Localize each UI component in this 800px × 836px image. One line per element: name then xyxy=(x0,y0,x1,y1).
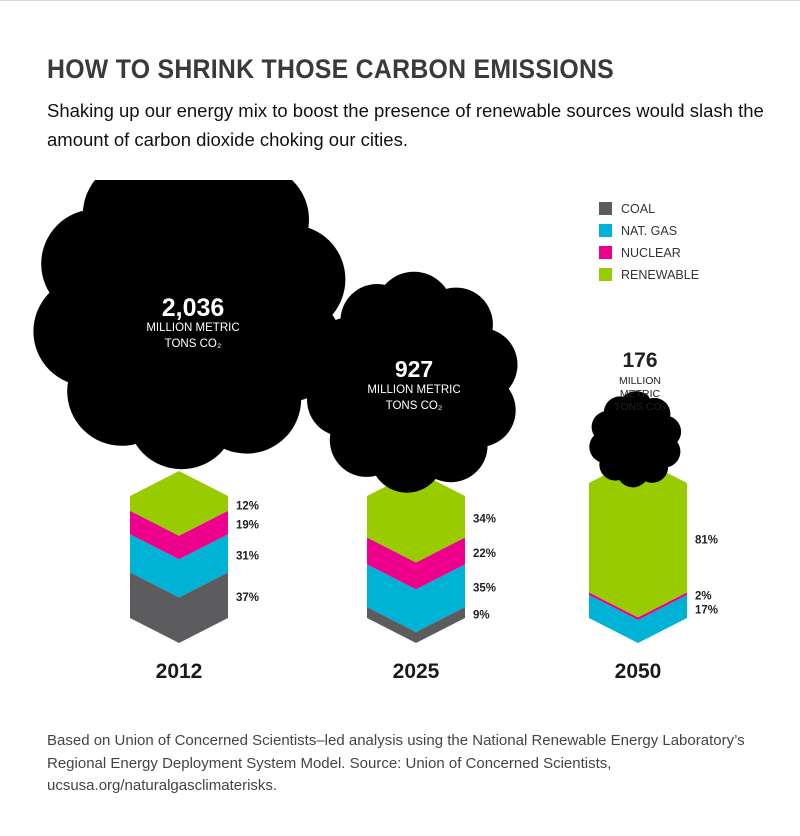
cloud-lobe xyxy=(349,319,479,449)
page-title: HOW TO SHRINK THOSE CARBON EMISSIONS xyxy=(47,54,615,84)
emission-unit: MILLION METRIC xyxy=(146,322,239,334)
emission-unit: MILLION METRIC xyxy=(367,384,460,396)
legend-label: NAT. GAS xyxy=(621,224,677,238)
segment-nuclear-2012 xyxy=(130,510,228,560)
legend-swatch xyxy=(599,246,612,259)
legend: COAL NAT. GAS NUCLEAR RENEWABLE xyxy=(599,202,699,282)
data-label: 12% xyxy=(236,500,259,512)
data-label: 35% xyxy=(473,583,496,595)
column-2050: 17% 2% 81% 2050 xyxy=(589,458,718,683)
data-label: 81% xyxy=(695,535,718,547)
data-label: 31% xyxy=(236,550,259,562)
emission-label-2025: 927 MILLION METRIC TONS CO₂ xyxy=(367,356,460,412)
segment-nat-gas-2012 xyxy=(130,534,228,598)
data-label: 22% xyxy=(473,548,496,560)
category-label: 2012 xyxy=(156,660,203,683)
category-label: 2025 xyxy=(393,660,440,683)
emission-unit: TONS CO₂ xyxy=(614,401,666,413)
cloud-lobe xyxy=(95,211,289,405)
top-divider xyxy=(0,0,800,1)
segment-renewable-2050 xyxy=(589,458,687,618)
data-label: 17% xyxy=(695,605,718,617)
legend-label: COAL xyxy=(621,202,655,216)
legend-swatch xyxy=(599,224,612,237)
legend-label: RENEWABLE xyxy=(621,268,699,282)
data-label: 9% xyxy=(473,610,490,622)
emission-value: 927 xyxy=(395,356,433,382)
emission-unit: METRIC xyxy=(620,388,661,400)
data-label: 37% xyxy=(236,592,259,604)
emission-unit: TONS CO₂ xyxy=(386,400,443,412)
segment-nuclear-2025 xyxy=(367,537,465,590)
source-note: Based on Union of Concerned Scientists–l… xyxy=(47,732,745,794)
category-label: 2050 xyxy=(615,660,662,683)
column-2025: 9% 35% 22% 34% 2025 xyxy=(367,471,496,683)
segment-coal-2025 xyxy=(367,607,465,643)
emission-cloud-2050 xyxy=(589,391,682,488)
segment-renewable-2012 xyxy=(130,471,228,536)
segment-nat-gas-2025 xyxy=(367,564,465,633)
emission-unit: MILLION xyxy=(619,375,661,387)
data-label: 19% xyxy=(236,520,259,532)
emission-value: 176 xyxy=(622,349,657,372)
legend-swatch xyxy=(599,202,612,215)
legend-swatch xyxy=(599,268,612,281)
emission-cloud-2012 xyxy=(33,180,346,470)
segment-renewable-2025 xyxy=(367,471,465,563)
emission-unit: TONS CO₂ xyxy=(165,338,222,350)
legend-label: NUCLEAR xyxy=(621,246,681,260)
segment-nat-gas-2050 xyxy=(589,595,687,643)
data-label: 34% xyxy=(473,514,496,526)
data-label: 2% xyxy=(695,591,712,603)
segment-coal-2012 xyxy=(130,572,228,643)
cloud-lobe xyxy=(607,411,665,469)
page-subtitle: Shaking up our energy mix to boost the p… xyxy=(47,100,764,150)
emission-value: 2,036 xyxy=(162,294,225,322)
column-2012: 37% 31% 19% 12% 2012 xyxy=(130,471,259,683)
emissions-chart: COAL NAT. GAS NUCLEAR RENEWABLE 37% 31% 19% 12%… xyxy=(33,180,718,683)
emission-cloud-2025 xyxy=(307,271,518,493)
